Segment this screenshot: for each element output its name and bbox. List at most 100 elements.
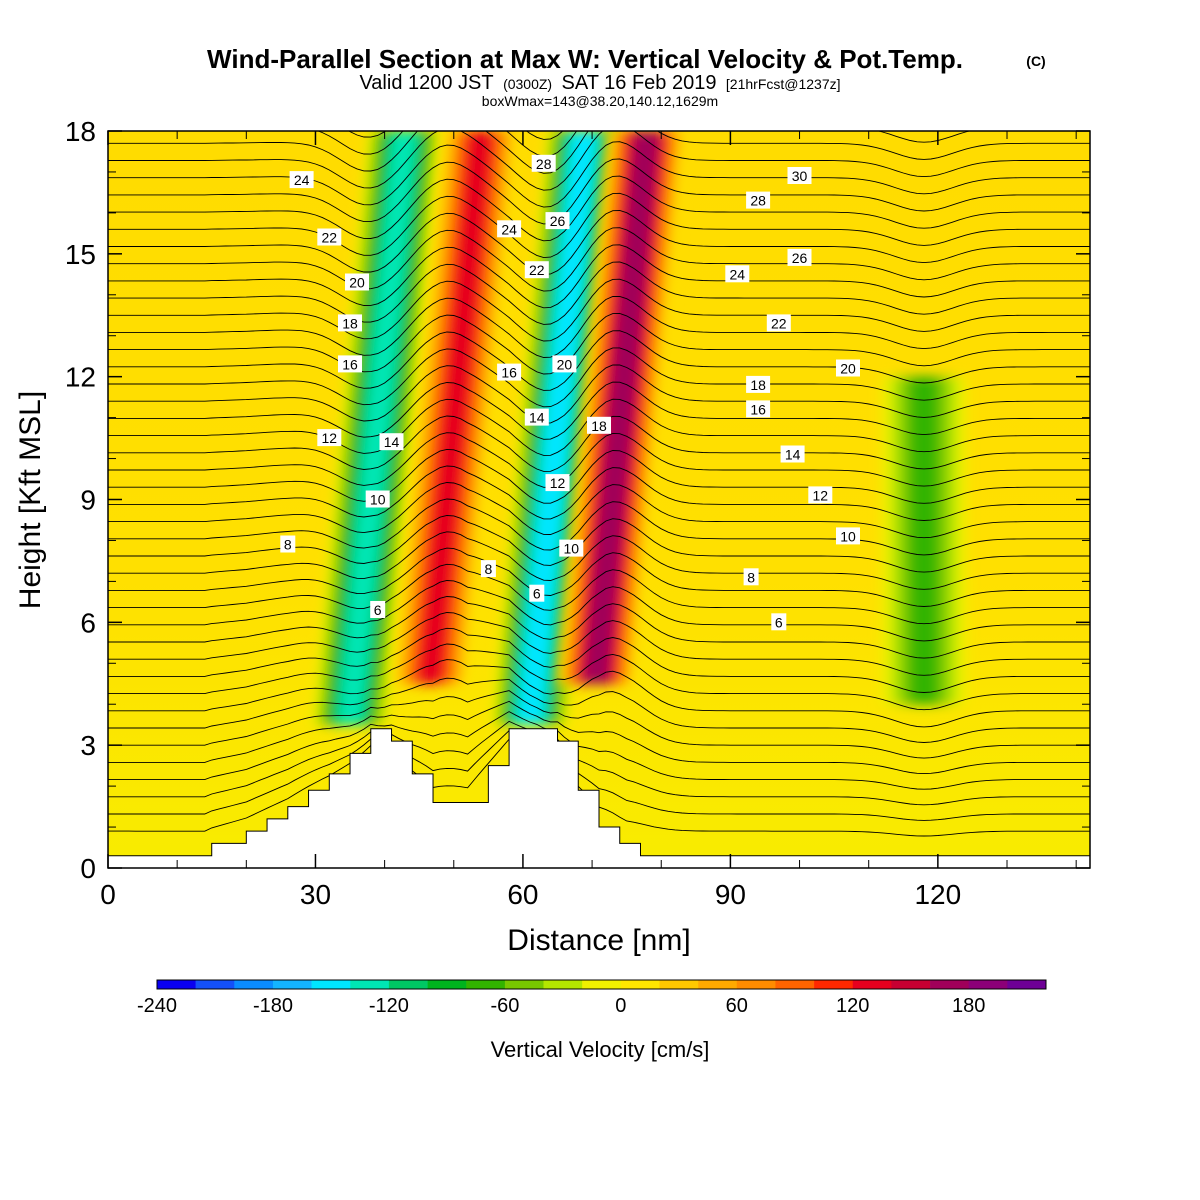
theta-contour [317,131,972,157]
theta-contour [108,596,1090,659]
velocity-band [391,131,519,684]
contour-label: 28 [531,154,556,172]
chart-subtitle: Valid 1200 JST (0300Z) SAT 16 Feb 2019 [… [359,72,840,94]
chart-title-block: Wind-Parallel Section at Max W: Vertical… [207,44,1046,109]
contour-label: 24 [725,265,750,283]
theta-contour [108,659,1090,728]
contour-label: 6 [370,601,386,618]
contour-label-text: 20 [349,275,365,291]
contour-label: 6 [771,613,787,631]
theta-contour [108,131,1090,174]
colorbar-swatch [543,980,583,989]
contour-label-text: 16 [342,356,358,372]
x-tick-label: 0 [100,879,116,910]
theta-contour [108,580,1090,642]
contour-label: 12 [808,486,833,504]
contour-label: 20 [552,355,577,373]
theta-contour [108,465,1090,521]
theta-contour [108,627,1090,693]
contour-label-text: 22 [322,230,338,246]
contour-label-text: 8 [747,569,755,585]
colorbar-tick-label: 0 [615,995,626,1017]
contour-label-text: 20 [557,356,573,372]
contour-label-text: 24 [501,221,517,237]
colorbar-swatch [968,980,1008,989]
contour-label-text: 6 [533,586,541,602]
theta-contour [108,192,1090,259]
colorbar-swatch [736,980,776,989]
colorbar-tick-label: -120 [369,995,409,1017]
theta-contour [108,364,1090,424]
colorbar-swatch [814,980,854,989]
contour-label: 30 [787,167,812,184]
contour-label-text: 8 [284,537,292,553]
valid-time-utc: (0300Z) [503,76,552,92]
colorbar-swatch [852,980,892,989]
theta-contour [108,482,1090,539]
contour-label-text: 26 [792,250,808,266]
contour-label-text: 18 [750,377,766,393]
contour-label-text: 10 [370,492,386,508]
contour-label-text: 10 [840,528,856,544]
contour-label: 6 [529,584,545,602]
contour-label-text: 28 [536,156,552,172]
contour-label-text: 10 [564,541,580,557]
contour-label: 12 [545,474,570,492]
contour-label-text: 22 [529,262,545,278]
contour-label: 10 [365,490,390,508]
velocity-band [556,131,686,684]
contour-label-text: 12 [813,487,829,503]
contour-label-text: 6 [775,614,783,630]
theta-contour [108,498,1090,556]
theta-contour [108,278,1090,342]
theta-contour [108,448,1090,504]
box-wmax-info: boxWmax=143@38.20,140.12,1629m [482,93,718,109]
theta-contour [108,515,1090,573]
terrain-mask [108,728,1090,868]
contour-label-text: 14 [529,410,545,426]
contour-label: 26 [545,212,570,230]
contour-label-text: 14 [384,434,400,450]
contour-label: 24 [497,220,522,238]
contour-label-text: 16 [750,401,766,417]
contour-label: 14 [780,445,805,463]
colorbar-tick-label: -240 [137,995,177,1017]
contour-label: 18 [587,416,611,434]
forecast-info: [21hrFcst@1237z] [726,76,841,92]
colorbar-tick-label: 180 [952,995,985,1017]
contour-label-text: 14 [785,447,801,463]
chart-title: Wind-Parallel Section at Max W: Vertical… [207,44,963,74]
x-tick-label: 30 [300,879,331,910]
contour-label: 14 [524,408,549,426]
colorbar-swatch [930,980,969,989]
theta-contour [108,432,1090,488]
contour-label: 20 [345,273,369,291]
y-tick-label: 9 [80,485,96,516]
theta-contour [108,295,1090,358]
x-axis-label: Distance [nm] [507,924,690,957]
contour-label: 16 [497,363,522,381]
contour-label: 8 [280,535,296,553]
theta-contour [108,531,1090,590]
contour-label: 10 [559,539,584,557]
theta-contour [108,563,1090,625]
contour-label: 18 [746,375,771,393]
contour-label-text: 8 [485,561,493,577]
contour-label: 16 [746,400,771,418]
theta-contour [108,175,1090,242]
contour-label: 20 [836,359,860,377]
contour-label: 14 [379,433,404,451]
colorbar-tick-label: -180 [253,995,293,1017]
contour-label: 22 [524,261,549,279]
colorbar-swatch [157,980,196,989]
colorbar-swatch [466,980,506,989]
theta-contour [108,643,1090,711]
theta-contour [108,398,1090,456]
theta-contour [108,547,1090,607]
colorbar-swatch [388,980,428,989]
contour-label: 26 [787,248,812,266]
axes: 0 30 60 90 120 0 3 6 9 12 15 18 [65,116,1090,910]
contour-label: 22 [766,314,791,332]
colorbar-swatch [234,980,274,989]
colorbar-swatch [350,980,390,989]
